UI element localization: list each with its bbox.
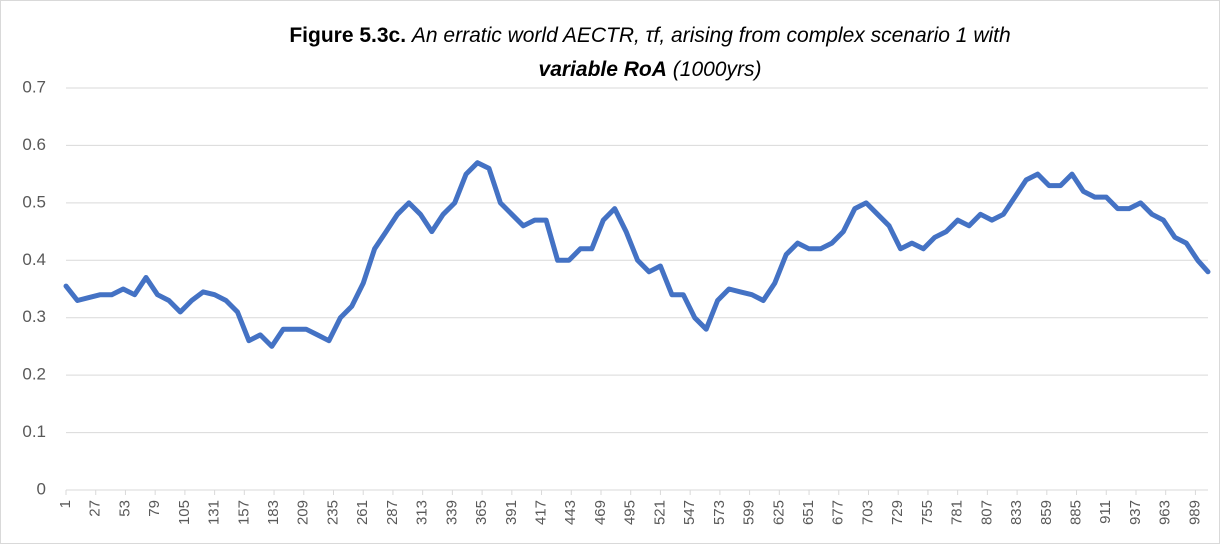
x-tick-label: 339: [443, 500, 460, 525]
x-tick-label: 417: [533, 500, 550, 525]
x-tick-label: 781: [949, 500, 966, 525]
x-tick-label: 989: [1186, 500, 1203, 525]
y-tick-label: 0.1: [22, 422, 46, 441]
x-tick-label: 885: [1068, 500, 1085, 525]
x-tick-label: 365: [473, 500, 490, 525]
x-tick-label: 807: [978, 500, 995, 525]
x-tick-label: 469: [592, 500, 609, 525]
y-tick-label: 0.2: [22, 365, 46, 384]
x-tick-label: 547: [681, 500, 698, 525]
x-tick-label: 573: [711, 500, 728, 525]
x-tick-label: 1: [57, 500, 74, 508]
x-tick-label: 79: [146, 500, 163, 517]
x-tick-label: 677: [830, 500, 847, 525]
x-tick-label: 937: [1127, 500, 1144, 525]
y-tick-label: 0.3: [22, 307, 46, 326]
x-tick-label: 495: [622, 500, 639, 525]
x-tick-label: 599: [741, 500, 758, 525]
x-tick-label: 105: [176, 500, 193, 525]
x-tick-label: 261: [354, 500, 371, 525]
y-tick-label: 0: [37, 479, 46, 498]
x-tick-label: 183: [265, 500, 282, 525]
chart-subtitle: variable RoA (1000yrs): [539, 58, 762, 81]
x-tick-label: 131: [206, 500, 223, 525]
y-tick-label: 0.6: [22, 135, 46, 154]
x-tick-label: 911: [1097, 500, 1114, 524]
y-tick-label: 0.7: [22, 77, 46, 96]
x-tick-label: 235: [324, 500, 341, 525]
x-tick-label: 833: [1008, 500, 1025, 525]
x-tick-label: 157: [235, 500, 252, 525]
chart-title: Figure 5.3c. An erratic world AECTR, τf,…: [289, 24, 1010, 47]
x-tick-label: 703: [859, 500, 876, 525]
x-tick-label: 963: [1157, 500, 1174, 525]
y-tick-label: 0.4: [22, 250, 46, 269]
x-tick-label: 313: [414, 500, 431, 525]
title-label: Figure 5.3c.: [289, 24, 406, 47]
title-text: An erratic world AECTR, τf, arising from…: [410, 24, 1011, 47]
x-tick-label: 521: [651, 500, 668, 525]
x-tick-label: 651: [800, 500, 817, 525]
y-tick-label: 0.5: [22, 192, 46, 211]
x-tick-label: 287: [384, 500, 401, 525]
x-tick-label: 209: [295, 500, 312, 525]
x-tick-label: 443: [562, 500, 579, 525]
title-emphasis: variable RoA: [539, 58, 667, 81]
x-tick-label: 391: [503, 500, 520, 525]
x-tick-label: 27: [87, 500, 104, 517]
x-tick-label: 53: [116, 500, 133, 517]
x-tick-label: 729: [889, 500, 906, 525]
plot-area: 0 0.1 0.2 0.3 0.4 0.5 0.6 0.7 1 27 53 79 105 131 157 18…: [22, 77, 1211, 525]
x-tick-label: 755: [919, 500, 936, 525]
data-line: [63, 160, 1211, 349]
x-tick-label: 859: [1038, 500, 1055, 525]
title-note: (1000yrs): [673, 58, 762, 81]
x-tick-label: 625: [770, 500, 787, 525]
